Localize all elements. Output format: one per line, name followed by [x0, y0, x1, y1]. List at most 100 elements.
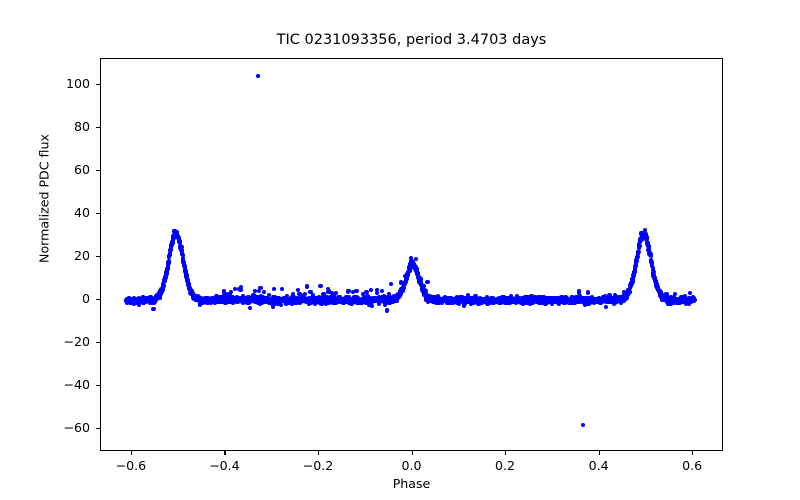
- scatter-point: [292, 294, 297, 299]
- scatter-point: [529, 294, 534, 299]
- scatter-point: [414, 268, 419, 273]
- scatter-point: [381, 293, 386, 299]
- scatter-point: [271, 286, 276, 291]
- scatter-point: [322, 291, 327, 296]
- scatter-point: [434, 301, 439, 306]
- y-tick-mark: [96, 83, 100, 85]
- scatter-point: [180, 253, 185, 258]
- scatter-point: [326, 289, 331, 294]
- scatter-point: [278, 302, 283, 307]
- scatter-point: [364, 289, 369, 294]
- y-tick-label: 20: [73, 248, 90, 264]
- scatter-point: [462, 301, 467, 307]
- scatter-point: [383, 303, 388, 308]
- scatter-point: [443, 294, 448, 299]
- scatter-point: [406, 271, 411, 277]
- scatter-point: [392, 298, 397, 303]
- scatter-point: [260, 300, 265, 305]
- scatter-point: [325, 294, 330, 299]
- scatter-point: [267, 292, 272, 297]
- scatter-point: [238, 288, 243, 293]
- scatter-point: [291, 291, 296, 297]
- scatter-point: [398, 281, 404, 286]
- scatter-point: [279, 286, 284, 291]
- scatter-point: [163, 275, 168, 280]
- scatter-point: [162, 278, 167, 283]
- y-tick-label: 0: [81, 291, 90, 307]
- scatter-point: [166, 260, 171, 265]
- scatter-point: [411, 262, 417, 267]
- scatter-point: [644, 235, 649, 240]
- scatter-point: [168, 251, 173, 256]
- scatter-point: [177, 241, 183, 246]
- y-tick-label: −20: [63, 334, 90, 350]
- scatter-point: [399, 291, 404, 296]
- scatter-point: [369, 303, 374, 308]
- y-tick-label: 60: [73, 161, 90, 177]
- x-tick-label: −0.6: [115, 458, 147, 473]
- y-tick-mark: [96, 213, 100, 215]
- scatter-point: [157, 295, 162, 300]
- scatter-point: [257, 288, 262, 293]
- scatter-point: [306, 301, 311, 306]
- scatter-point: [603, 304, 609, 309]
- scatter-point: [151, 307, 156, 312]
- scatter-point: [673, 291, 678, 296]
- x-tick-label: 0.6: [682, 458, 703, 473]
- y-tick-label: 80: [73, 118, 90, 134]
- y-tick-mark: [96, 169, 100, 172]
- scatter-point: [296, 287, 301, 292]
- x-tick-mark: [130, 451, 132, 455]
- scatter-point: [247, 305, 252, 310]
- scatter-point: [637, 243, 642, 248]
- y-tick-mark: [96, 342, 100, 344]
- scatter-point: [185, 277, 190, 283]
- scatter-point: [386, 291, 391, 296]
- scatter-point: [233, 286, 238, 291]
- scatter-point: [262, 290, 267, 295]
- scatter-point: [289, 302, 295, 307]
- scatter-point: [368, 287, 373, 293]
- scatter-point: [581, 422, 586, 428]
- scatter-point: [337, 294, 343, 299]
- y-tick-mark: [96, 428, 100, 430]
- scatter-point: [550, 301, 555, 306]
- scatter-point: [419, 277, 424, 282]
- scatter-point: [397, 294, 402, 299]
- scatter-point: [360, 291, 365, 296]
- scatter-point: [692, 298, 697, 303]
- scatter-point: [436, 294, 441, 299]
- scatter-point: [325, 286, 330, 292]
- scatter-point: [501, 295, 506, 300]
- x-tick-mark: [224, 451, 226, 455]
- scatter-point: [347, 288, 352, 293]
- scatter-point: [404, 276, 409, 282]
- scatter-point: [181, 259, 186, 265]
- y-axis-label: Normalized PDC flux: [36, 134, 52, 263]
- scatter-point: [627, 290, 632, 295]
- y-tick-label: −60: [63, 420, 90, 436]
- scatter-point: [168, 247, 173, 252]
- scatter-point: [182, 265, 188, 270]
- scatter-point: [303, 292, 308, 297]
- scatter-point: [329, 290, 334, 295]
- scatter-point: [401, 285, 406, 290]
- scatter-point: [414, 257, 419, 262]
- y-tick-mark: [96, 126, 100, 128]
- scatter-point: [228, 289, 233, 295]
- scatter-point: [283, 301, 288, 306]
- scatter-point: [365, 293, 370, 299]
- scatter-point: [177, 238, 182, 243]
- scatter-point: [394, 298, 399, 303]
- scatter-point: [205, 300, 210, 306]
- scatter-point: [176, 235, 181, 240]
- scatter-point: [180, 255, 185, 260]
- scatter-point: [333, 290, 338, 295]
- scatter-point: [131, 301, 136, 306]
- scatter-point: [223, 292, 228, 297]
- x-tick-label: −0.2: [302, 458, 334, 473]
- scatter-point: [232, 299, 237, 305]
- x-tick-label: −0.4: [209, 458, 240, 473]
- scatter-point: [332, 295, 337, 300]
